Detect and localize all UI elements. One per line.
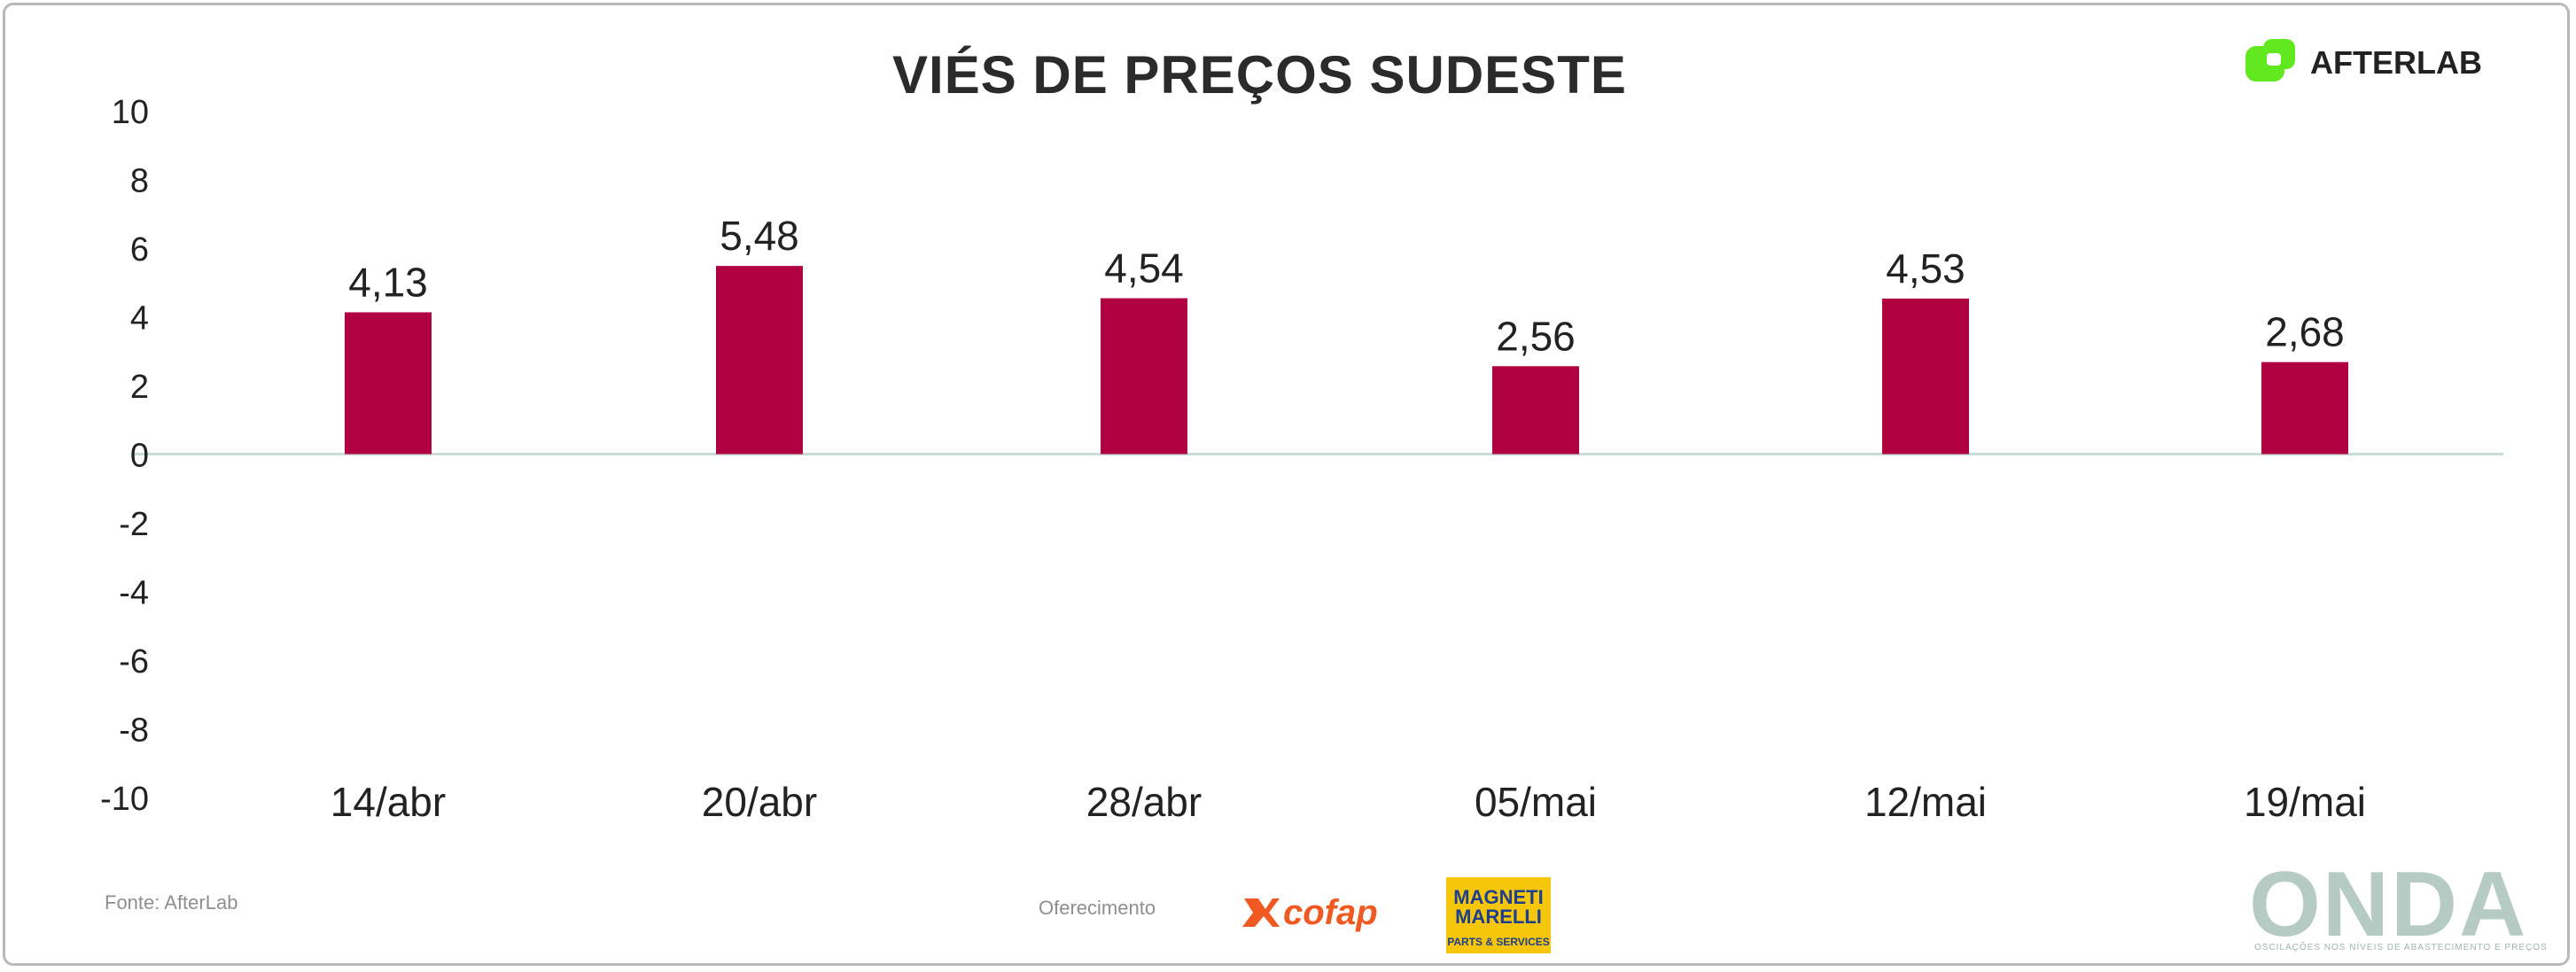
magneti-marelli-subtitle: PARTS & SERVICES bbox=[1447, 936, 1550, 948]
bar bbox=[345, 312, 432, 455]
y-tick-label: 10 bbox=[112, 94, 149, 131]
data-label: 2,68 bbox=[2265, 309, 2345, 355]
onda-tagline: OSCILAÇÕES NOS NÍVEIS DE ABASTECIMENTO E… bbox=[2254, 943, 2548, 953]
bar bbox=[716, 266, 803, 455]
bar bbox=[1882, 298, 1969, 455]
y-tick-label: 4 bbox=[130, 300, 149, 338]
data-label: 4,13 bbox=[348, 259, 428, 305]
x-tick-label: 20/abr bbox=[702, 779, 817, 825]
y-tick-label: 0 bbox=[130, 438, 149, 475]
data-label: 2,56 bbox=[1496, 313, 1576, 359]
onda-wordmark: ONDA bbox=[2249, 853, 2528, 956]
y-tick-label: -4 bbox=[119, 575, 149, 612]
chart-frame bbox=[3, 3, 2570, 966]
bar bbox=[2261, 362, 2348, 455]
y-tick-label: -6 bbox=[119, 643, 149, 680]
onda-logo: ONDA OSCILAÇÕES NOS NÍVEIS DE ABASTECIME… bbox=[2249, 852, 2547, 959]
y-tick-label: -10 bbox=[100, 781, 149, 818]
cofap-logo: cofap bbox=[1241, 891, 1378, 936]
sponsor-label: Oferecimento bbox=[1039, 897, 1156, 919]
cofap-wordmark: cofap bbox=[1283, 893, 1378, 932]
y-tick-label: 2 bbox=[130, 369, 149, 406]
magneti-marelli-logo: MAGNETI MARELLI PARTS & SERVICES bbox=[1446, 877, 1551, 953]
cofap-mark-icon bbox=[1242, 898, 1280, 927]
x-tick-label: 28/abr bbox=[1086, 779, 1202, 825]
chart-title: VIÉS DE PREÇOS SUDESTE bbox=[892, 45, 1627, 105]
y-tick-label: 6 bbox=[130, 231, 149, 268]
data-label: 4,54 bbox=[1104, 245, 1184, 292]
bar bbox=[1101, 298, 1187, 455]
x-tick-label: 14/abr bbox=[331, 779, 446, 825]
x-tick-label: 12/mai bbox=[1864, 779, 1987, 825]
source-note: Fonte: AfterLab bbox=[105, 891, 238, 914]
afterlab-logo: AFTERLAB bbox=[2244, 35, 2510, 89]
y-tick-label: -2 bbox=[119, 506, 149, 543]
x-tick-label: 19/mai bbox=[2244, 779, 2366, 825]
magneti-marelli-wordmark: MAGNETI MARELLI bbox=[1453, 886, 1544, 928]
data-label: 4,53 bbox=[1886, 245, 1965, 292]
afterlab-wordmark: AFTERLAB bbox=[2310, 44, 2482, 81]
y-tick-label: -8 bbox=[119, 712, 149, 750]
afterlab-mark-icon bbox=[2245, 39, 2295, 82]
y-tick-label: 8 bbox=[130, 163, 149, 200]
data-label: 5,48 bbox=[720, 213, 799, 259]
x-tick-label: 05/mai bbox=[1475, 779, 1597, 825]
bar bbox=[1492, 366, 1579, 455]
